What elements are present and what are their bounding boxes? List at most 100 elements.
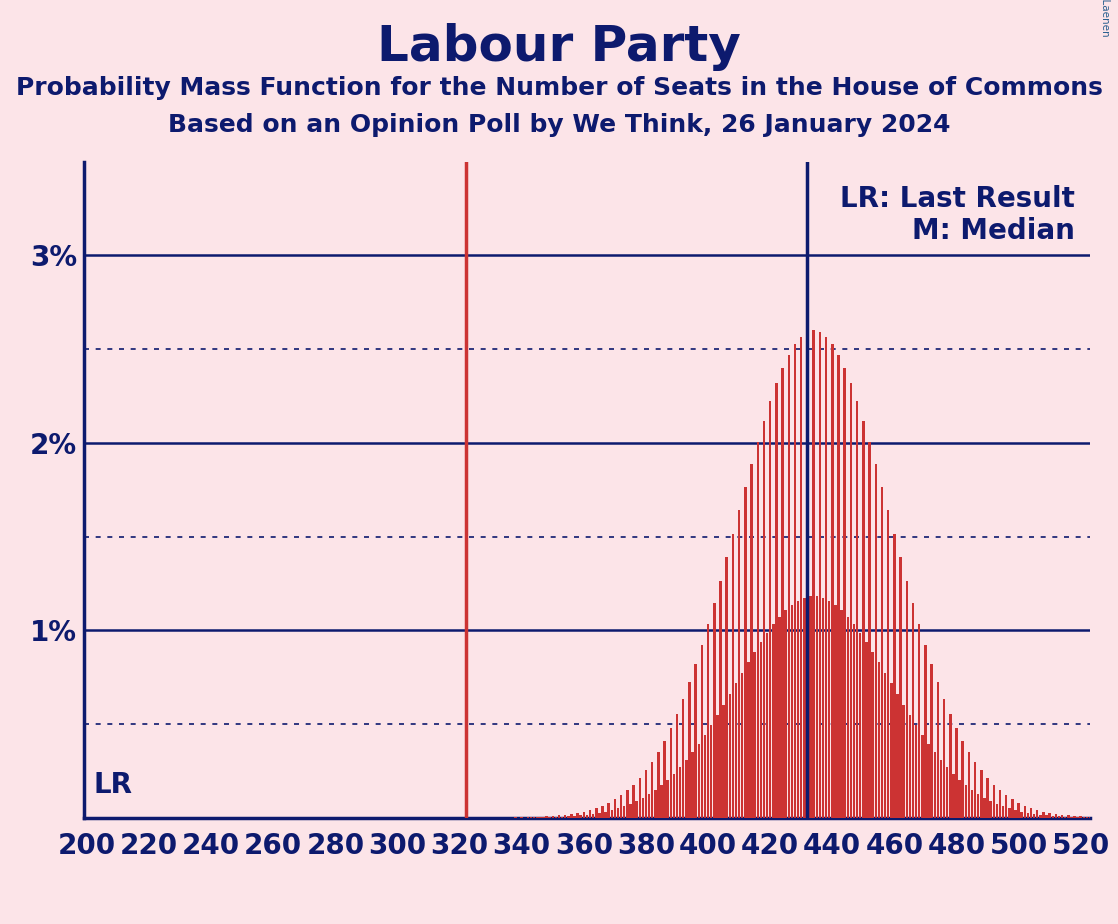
Bar <box>675 714 679 818</box>
Bar <box>800 336 803 818</box>
Bar <box>912 603 915 818</box>
Bar <box>778 616 780 818</box>
Bar <box>871 651 874 818</box>
Bar <box>989 801 992 818</box>
Bar <box>567 816 569 818</box>
Bar <box>1011 799 1014 818</box>
Bar <box>1061 815 1063 818</box>
Bar <box>918 625 920 818</box>
Bar <box>561 817 563 818</box>
Bar <box>961 741 964 818</box>
Bar <box>837 355 840 818</box>
Bar <box>930 664 932 818</box>
Bar <box>968 752 970 818</box>
Bar <box>589 810 591 818</box>
Bar <box>1054 814 1058 818</box>
Bar <box>642 798 644 818</box>
Bar <box>993 784 995 818</box>
Bar <box>757 442 759 818</box>
Bar <box>679 767 681 818</box>
Bar <box>729 694 731 818</box>
Bar <box>806 332 808 818</box>
Bar <box>586 815 588 818</box>
Bar <box>1002 807 1004 818</box>
Bar <box>794 345 796 818</box>
Bar <box>710 725 712 818</box>
Bar <box>850 383 852 818</box>
Bar <box>996 804 998 818</box>
Bar <box>1036 810 1039 818</box>
Bar <box>953 774 955 818</box>
Bar <box>958 780 960 818</box>
Bar <box>598 813 600 818</box>
Bar <box>539 817 541 818</box>
Text: © 2024 Filip van Laenen: © 2024 Filip van Laenen <box>1100 0 1110 37</box>
Bar <box>595 808 597 818</box>
Bar <box>629 804 632 818</box>
Bar <box>1042 811 1044 818</box>
Bar <box>1049 813 1051 818</box>
Bar <box>682 699 684 818</box>
Bar <box>874 464 877 818</box>
Bar <box>843 368 846 818</box>
Bar <box>940 760 942 818</box>
Bar <box>773 625 775 818</box>
Bar <box>1064 817 1067 818</box>
Bar <box>884 673 887 818</box>
Bar <box>998 790 1002 818</box>
Bar <box>1030 808 1032 818</box>
Bar <box>614 799 616 818</box>
Bar <box>1058 816 1060 818</box>
Bar <box>762 420 765 818</box>
Bar <box>983 798 986 818</box>
Bar <box>619 796 623 818</box>
Bar <box>623 807 625 818</box>
Bar <box>815 596 818 818</box>
Bar <box>577 813 579 818</box>
Bar <box>741 673 743 818</box>
Bar <box>925 645 927 818</box>
Bar <box>759 642 762 818</box>
Bar <box>906 580 908 818</box>
Bar <box>946 767 948 818</box>
Bar <box>965 785 967 818</box>
Text: Probability Mass Function for the Number of Seats in the House of Commons: Probability Mass Function for the Number… <box>16 76 1102 100</box>
Bar <box>750 464 752 818</box>
Bar <box>828 601 831 818</box>
Bar <box>607 803 610 818</box>
Bar <box>790 604 793 818</box>
Bar <box>822 598 824 818</box>
Bar <box>691 752 694 818</box>
Bar <box>809 596 812 818</box>
Bar <box>927 744 930 818</box>
Bar <box>707 625 709 818</box>
Bar <box>1005 796 1007 818</box>
Bar <box>1086 817 1088 818</box>
Bar <box>1039 815 1042 818</box>
Bar <box>970 790 974 818</box>
Bar <box>570 814 572 818</box>
Bar <box>825 336 827 818</box>
Bar <box>915 725 918 818</box>
Bar <box>685 760 688 818</box>
Bar <box>937 682 939 818</box>
Bar <box>551 816 555 818</box>
Bar <box>591 814 595 818</box>
Bar <box>698 744 700 818</box>
Bar <box>797 601 799 818</box>
Bar <box>853 625 855 818</box>
Bar <box>670 728 672 818</box>
Bar <box>909 715 911 818</box>
Text: LR: Last Result: LR: Last Result <box>840 185 1074 213</box>
Bar <box>934 752 936 818</box>
Bar <box>579 815 582 818</box>
Bar <box>813 331 815 818</box>
Text: Based on an Opinion Poll by We Think, 26 January 2024: Based on an Opinion Poll by We Think, 26… <box>168 113 950 137</box>
Text: M: Median: M: Median <box>912 217 1074 246</box>
Bar <box>703 735 707 818</box>
Bar <box>558 816 560 818</box>
Bar <box>673 774 675 818</box>
Bar <box>769 401 771 818</box>
Bar <box>601 806 604 818</box>
Bar <box>890 684 892 818</box>
